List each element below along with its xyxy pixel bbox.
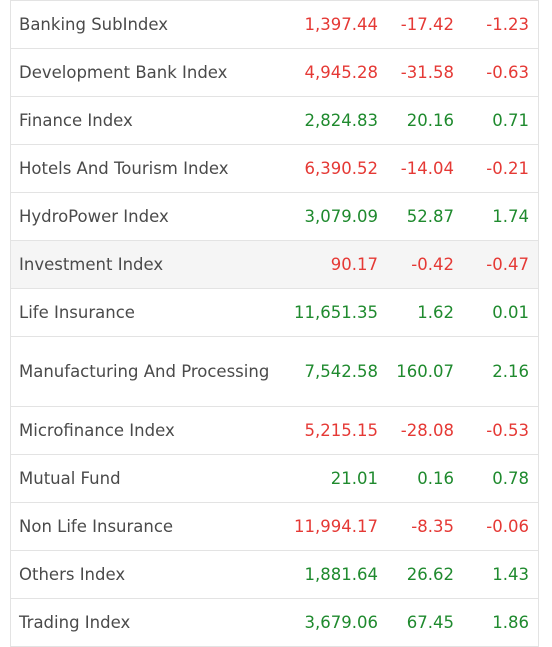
index-name: Life Insurance: [19, 302, 135, 322]
table-row[interactable]: Hotels And Tourism Index 6,390.52 -14.04…: [11, 145, 538, 193]
table-row[interactable]: Development Bank Index 4,945.28 -31.58 -…: [11, 49, 538, 97]
index-change: -8.35: [411, 517, 454, 536]
table-row[interactable]: Others Index 1,881.64 26.62 1.43: [11, 551, 538, 599]
index-value: 6,390.52: [304, 159, 378, 178]
index-change: 20.16: [406, 111, 454, 130]
index-value: 4,945.28: [304, 63, 378, 82]
index-percent-change: 1.74: [492, 207, 529, 226]
index-percent-change: 0.78: [492, 469, 529, 488]
index-name: Finance Index: [19, 110, 133, 130]
table-row[interactable]: Finance Index 2,824.83 20.16 0.71: [11, 97, 538, 145]
table-row[interactable]: Manufacturing And Processing 7,542.58 16…: [11, 337, 538, 407]
index-percent-change: 1.86: [492, 613, 529, 632]
index-percent-change: 1.43: [492, 565, 529, 584]
sub-index-table: Banking SubIndex 1,397.44 -17.42 -1.23 D…: [10, 0, 539, 647]
index-name: Investment Index: [19, 254, 164, 274]
index-name: Microfinance Index: [19, 420, 175, 440]
index-value: 21.01: [330, 469, 378, 488]
index-change: -0.42: [411, 255, 454, 274]
index-percent-change: 2.16: [492, 362, 529, 381]
index-percent-change: -0.63: [486, 63, 529, 82]
index-value: 3,079.09: [304, 207, 378, 226]
index-change: 1.62: [417, 303, 454, 322]
index-change: -31.58: [400, 63, 454, 82]
index-change: -14.04: [400, 159, 454, 178]
table-row[interactable]: Microfinance Index 5,215.15 -28.08 -0.53: [11, 407, 538, 455]
table-row[interactable]: Mutual Fund 21.01 0.16 0.78: [11, 455, 538, 503]
index-value: 3,679.06: [304, 613, 378, 632]
index-percent-change: 0.01: [492, 303, 529, 322]
index-value: 7,542.58: [304, 362, 378, 381]
index-percent-change: -0.53: [486, 421, 529, 440]
index-percent-change: -0.47: [486, 255, 529, 274]
index-value: 11,994.17: [294, 517, 378, 536]
index-change: 0.16: [417, 469, 454, 488]
table-row[interactable]: Life Insurance 11,651.35 1.62 0.01: [11, 289, 538, 337]
index-name: Non Life Insurance: [19, 516, 174, 536]
index-percent-change: -0.21: [486, 159, 529, 178]
index-change: 160.07: [396, 362, 454, 381]
table-row-hovered[interactable]: Investment Index 90.17 -0.42 -0.47: [11, 240, 538, 289]
index-name: Trading Index: [19, 612, 131, 632]
index-change: 26.62: [406, 565, 454, 584]
table-row[interactable]: Trading Index 3,679.06 67.45 1.86: [11, 599, 538, 647]
index-value: 11,651.35: [294, 303, 378, 322]
index-name: HydroPower Index: [19, 206, 169, 226]
index-name: Hotels And Tourism Index: [19, 158, 229, 178]
index-name: Others Index: [19, 564, 126, 584]
index-change: 67.45: [406, 613, 454, 632]
index-change: -28.08: [400, 421, 454, 440]
index-percent-change: -0.06: [486, 517, 529, 536]
index-value: 1,881.64: [304, 565, 378, 584]
sub-index-table-grid: Banking SubIndex 1,397.44 -17.42 -1.23 D…: [11, 0, 538, 647]
index-name: Banking SubIndex: [11, 0, 281, 49]
index-value: 2,824.83: [304, 111, 378, 130]
index-percent-change: 0.71: [492, 111, 529, 130]
table-row[interactable]: HydroPower Index 3,079.09 52.87 1.74: [11, 193, 538, 241]
table-row[interactable]: Banking SubIndex 1,397.44 -17.42 -1.23: [11, 0, 538, 49]
table-row[interactable]: Non Life Insurance 11,994.17 -8.35 -0.06: [11, 503, 538, 551]
index-percent-change: -1.23: [454, 0, 538, 49]
index-change: -17.42: [378, 0, 454, 49]
index-value: 90.17: [330, 255, 378, 274]
index-change: 52.87: [406, 207, 454, 226]
index-name: Development Bank Index: [19, 62, 228, 82]
index-name: Mutual Fund: [19, 468, 121, 488]
index-value: 1,397.44: [281, 0, 378, 49]
index-name: Manufacturing And Processing: [19, 361, 270, 381]
index-value: 5,215.15: [304, 421, 378, 440]
